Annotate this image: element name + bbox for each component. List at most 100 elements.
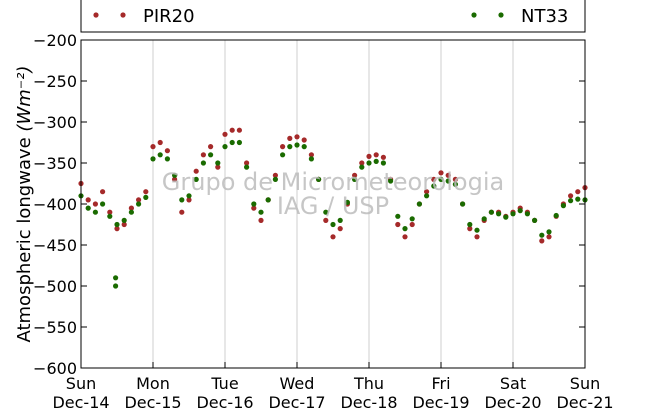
x-tick-day-4: Thu	[353, 374, 384, 393]
x-tick-day-6: Sat	[500, 374, 526, 393]
point-nt33-54	[467, 221, 473, 228]
point-nt33-60	[510, 211, 516, 217]
point-nt33-63	[532, 217, 538, 223]
point-nt33-16	[193, 176, 199, 182]
point-pir20-35	[330, 234, 336, 240]
point-nt33-33	[316, 176, 322, 182]
point-pir20-27	[272, 172, 278, 178]
point-pir20-64	[539, 238, 545, 244]
point-nt33-25	[258, 209, 264, 215]
point-nt33-17	[200, 160, 206, 166]
point-pir20-49	[431, 176, 437, 182]
point-pir20-23	[244, 160, 250, 166]
point-nt33-52	[452, 181, 458, 187]
point-nt33-4	[107, 213, 113, 219]
point-nt33-8	[136, 201, 142, 207]
point-nt33-10	[150, 156, 156, 162]
point-nt33-30	[294, 142, 300, 148]
point-pir20-32	[308, 152, 314, 158]
point-pir20-51	[445, 172, 451, 178]
point-nt33-53	[460, 201, 466, 207]
point-nt33-6	[121, 217, 127, 223]
x-axis: SunDec-14MonDec-15TueDec-16WedDec-17ThuD…	[52, 362, 614, 409]
point-nt33-66	[553, 212, 559, 219]
point-nt33-36	[337, 217, 343, 223]
point-nt33-40	[366, 160, 372, 166]
point-nt33-65	[546, 229, 552, 235]
point-pir20-25	[258, 217, 264, 223]
point-pir20-10	[150, 144, 156, 150]
point-pir20-50	[438, 170, 444, 176]
point-pir20-68	[568, 193, 574, 199]
point-nt33-45	[402, 226, 408, 232]
point-pir20-12	[164, 148, 170, 154]
point-nt33-15	[186, 193, 192, 199]
point-pir20-29	[287, 135, 293, 141]
y-tick-label-8: −600	[33, 359, 77, 378]
y-axis-label: Atmospheric longwave (Wm⁻²)	[14, 65, 35, 342]
point-pir20-30	[294, 134, 300, 140]
point-nt33-outliers-1	[113, 283, 119, 289]
point-nt33-55	[474, 227, 480, 233]
x-tick-day-0: Sun	[66, 374, 96, 393]
point-nt33-14	[179, 197, 185, 203]
legend-marker-nt33-b	[498, 12, 504, 18]
point-pir20-20	[222, 131, 228, 137]
point-nt33-5	[114, 221, 120, 228]
point-nt33-2	[92, 209, 98, 215]
point-nt33-11	[157, 152, 163, 158]
point-pir20-69	[575, 189, 581, 195]
y-tick-label-6: −500	[33, 277, 77, 296]
point-nt33-44	[395, 213, 401, 219]
watermark-line-2: IAG / USP	[277, 192, 389, 220]
grid	[152, 40, 514, 368]
point-nt33-47	[416, 201, 422, 207]
point-nt33-62	[524, 211, 531, 217]
x-tick-date-5: Dec-19	[412, 393, 469, 409]
point-nt33-37	[344, 199, 350, 205]
point-pir20-7	[128, 205, 134, 211]
legend-label-pir20: PIR20	[143, 6, 195, 27]
x-tick-day-3: Wed	[280, 374, 315, 393]
point-nt33-61	[517, 208, 523, 214]
point-nt33-59	[503, 214, 509, 220]
point-nt33-34	[323, 209, 329, 215]
point-nt33-13	[172, 172, 178, 178]
point-nt33-41	[373, 158, 379, 164]
point-nt33-22	[236, 139, 242, 146]
point-nt33-26	[265, 197, 271, 203]
y-tick-label-2: −300	[33, 113, 77, 132]
y-tick-label-3: −350	[33, 154, 77, 173]
y-axis: −200 −250 −300 −350 −400 −450 −500 −550 −600	[33, 31, 585, 378]
y-axis-label-unit: (Wm⁻²)	[14, 65, 35, 131]
point-nt33-27	[272, 176, 278, 182]
point-pir20-5	[114, 226, 120, 232]
point-nt33-20	[222, 144, 228, 150]
point-pir20-31	[301, 137, 307, 143]
point-nt33-64	[539, 232, 545, 238]
point-pir20-54	[467, 226, 473, 232]
point-pir20-34	[323, 217, 329, 223]
point-nt33-29	[287, 144, 293, 150]
legend-marker-pir20-b	[120, 12, 126, 18]
point-nt33-51	[445, 178, 451, 184]
x-tick-day-1: Mon	[136, 374, 170, 393]
point-nt33-31	[301, 144, 307, 150]
point-nt33-35	[330, 221, 336, 228]
point-pir20-16	[193, 168, 199, 174]
x-tick-date-3: Dec-17	[268, 393, 325, 409]
point-pir20-48	[424, 189, 430, 195]
y-tick-label-5: −450	[33, 236, 77, 255]
series-layer	[78, 127, 588, 289]
point-pir20-52	[452, 176, 458, 182]
series-nt33	[78, 139, 588, 238]
point-pir20-42	[380, 154, 386, 160]
y-axis-label-text: Atmospheric longwave	[14, 137, 35, 342]
series-nt33-outliers	[113, 275, 119, 289]
x-tick-day-5: Fri	[431, 374, 450, 393]
point-pir20-2	[92, 201, 98, 207]
point-pir20-18	[208, 144, 214, 150]
point-nt33-3	[100, 201, 106, 207]
point-pir20-3	[100, 189, 106, 195]
